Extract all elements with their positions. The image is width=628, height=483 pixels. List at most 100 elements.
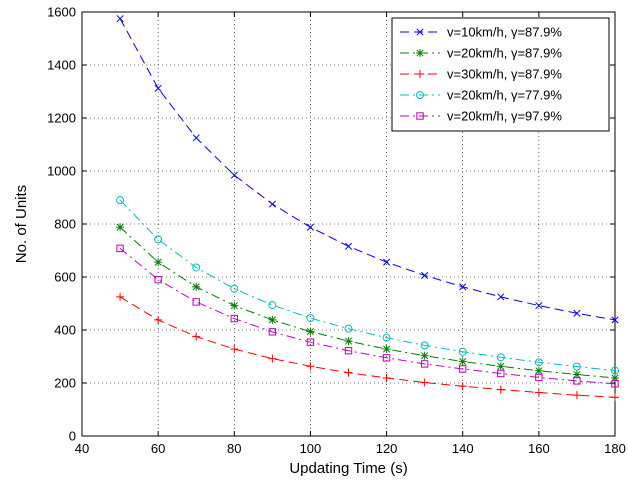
data-point-series-2 [458, 357, 467, 366]
data-point-series-4 [154, 235, 163, 244]
data-point-series-3 [534, 388, 543, 397]
data-point-legend [416, 91, 424, 99]
series-line [119, 226, 616, 379]
axis-ticks: 40 60 80 100 120 140 160 180 0 200 400 600 800 1000 12… [47, 5, 626, 457]
data-point-series-2 [534, 366, 543, 375]
x-axis-title: Updating Time (s) [289, 460, 407, 477]
data-point-series-3 [611, 393, 619, 402]
data-point-series-3 [230, 345, 239, 354]
data-point-series-5 [420, 360, 429, 368]
x-tick-label: 180 [604, 441, 626, 456]
legend-label: v=20km/h, γ=87.9% [447, 46, 562, 61]
data-point-series-3 [496, 385, 505, 394]
data-point-legend [416, 112, 424, 120]
x-tick-label: 160 [528, 441, 550, 456]
y-tick-label: 600 [54, 270, 76, 285]
data-point-series-3 [420, 378, 429, 387]
data-point-series-4 [611, 366, 619, 375]
data-point-series-5 [573, 377, 581, 385]
data-point-series-2 [306, 327, 315, 336]
data-point-series-1 [230, 171, 238, 179]
series-line [119, 248, 616, 385]
data-point-series-3 [382, 373, 391, 382]
data-point-series-3 [572, 391, 581, 400]
x-tick-label: 80 [227, 441, 241, 456]
data-point-series-5 [154, 275, 162, 284]
legend-item: v=10km/h, γ=87.9% [400, 25, 562, 40]
data-point-series-1 [192, 134, 200, 142]
data-point-series-3 [306, 362, 315, 371]
data-point-series-1 [459, 283, 467, 291]
y-tick-label: 0 [69, 429, 76, 444]
legend-item: v=20km/h, γ=77.9% [400, 88, 562, 103]
y-tick-label: 800 [54, 217, 76, 232]
data-point-series-4 [572, 362, 581, 371]
y-tick-label: 200 [54, 376, 76, 391]
legend-label: v=10km/h, γ=87.9% [447, 25, 562, 40]
data-point-series-4 [458, 347, 467, 356]
data-point-series-4 [534, 358, 543, 367]
data-point-series-1 [306, 223, 314, 231]
data-point-series-5 [535, 373, 543, 382]
legend-label: v=30km/h, γ=87.9% [447, 67, 562, 82]
data-point-series-1 [383, 258, 391, 266]
data-point-series-5 [268, 328, 277, 336]
data-point-legend [416, 70, 424, 78]
data-point-series-5 [344, 346, 353, 355]
data-point-series-5 [306, 338, 315, 346]
data-point-series-5 [497, 369, 505, 378]
y-tick-label: 400 [54, 323, 76, 338]
data-point-series-5 [116, 244, 124, 253]
data-point-series-3 [154, 315, 163, 324]
data-point-series-4 [306, 314, 315, 323]
data-point-series-2 [382, 345, 391, 354]
legend-label: v=20km/h, γ=77.9% [447, 88, 562, 103]
grid-lines [82, 12, 615, 436]
y-tick-label: 1200 [47, 111, 76, 126]
legend: v=10km/h, γ=87.9% v=20km/h, γ=87.9% v=30km… [391, 17, 610, 132]
x-tick-label: 140 [452, 441, 474, 456]
data-point-series-4 [230, 284, 239, 293]
data-point-series-5 [611, 380, 619, 388]
data-point-series-4 [344, 324, 353, 333]
series-3 [116, 292, 619, 402]
data-point-series-4 [116, 196, 125, 205]
x-tick-label: 100 [300, 441, 322, 456]
data-point-series-2 [420, 351, 429, 360]
data-point-series-4 [192, 263, 201, 272]
data-point-legend [416, 49, 424, 57]
data-point-series-3 [268, 354, 277, 363]
y-tick-label: 1600 [47, 5, 76, 20]
x-tick-label: 120 [376, 441, 398, 456]
data-point-series-2 [116, 223, 125, 232]
data-point-series-1 [535, 302, 543, 310]
series-line [119, 199, 616, 371]
data-point-legend [416, 28, 424, 36]
series-5 [116, 244, 619, 388]
data-point-series-2 [344, 337, 353, 346]
data-point-series-4 [496, 353, 505, 362]
y-tick-label: 1400 [47, 58, 76, 73]
x-tick-label: 60 [151, 441, 165, 456]
data-point-series-1 [154, 84, 162, 92]
data-point-series-5 [382, 354, 391, 362]
data-point-series-5 [230, 314, 238, 323]
x-tick-label: 40 [75, 441, 89, 456]
series-1 [116, 15, 619, 324]
data-point-series-3 [344, 368, 353, 377]
data-point-series-1 [573, 309, 581, 317]
data-point-series-2 [230, 301, 239, 310]
legend-label: v=20km/h, γ=97.9% [447, 109, 562, 124]
series-line [119, 18, 616, 321]
data-point-series-1 [116, 15, 124, 23]
data-point-series-2 [192, 282, 201, 291]
data-point-series-1 [344, 242, 353, 250]
data-point-series-1 [421, 271, 429, 279]
legend-item: v=20km/h, γ=97.9% [400, 109, 562, 124]
data-point-series-3 [192, 332, 201, 341]
data-point-series-2 [268, 315, 277, 324]
data-point-series-3 [458, 382, 467, 391]
data-point-series-5 [192, 298, 200, 306]
data-point-series-3 [116, 292, 125, 301]
data-point-series-1 [497, 293, 505, 301]
